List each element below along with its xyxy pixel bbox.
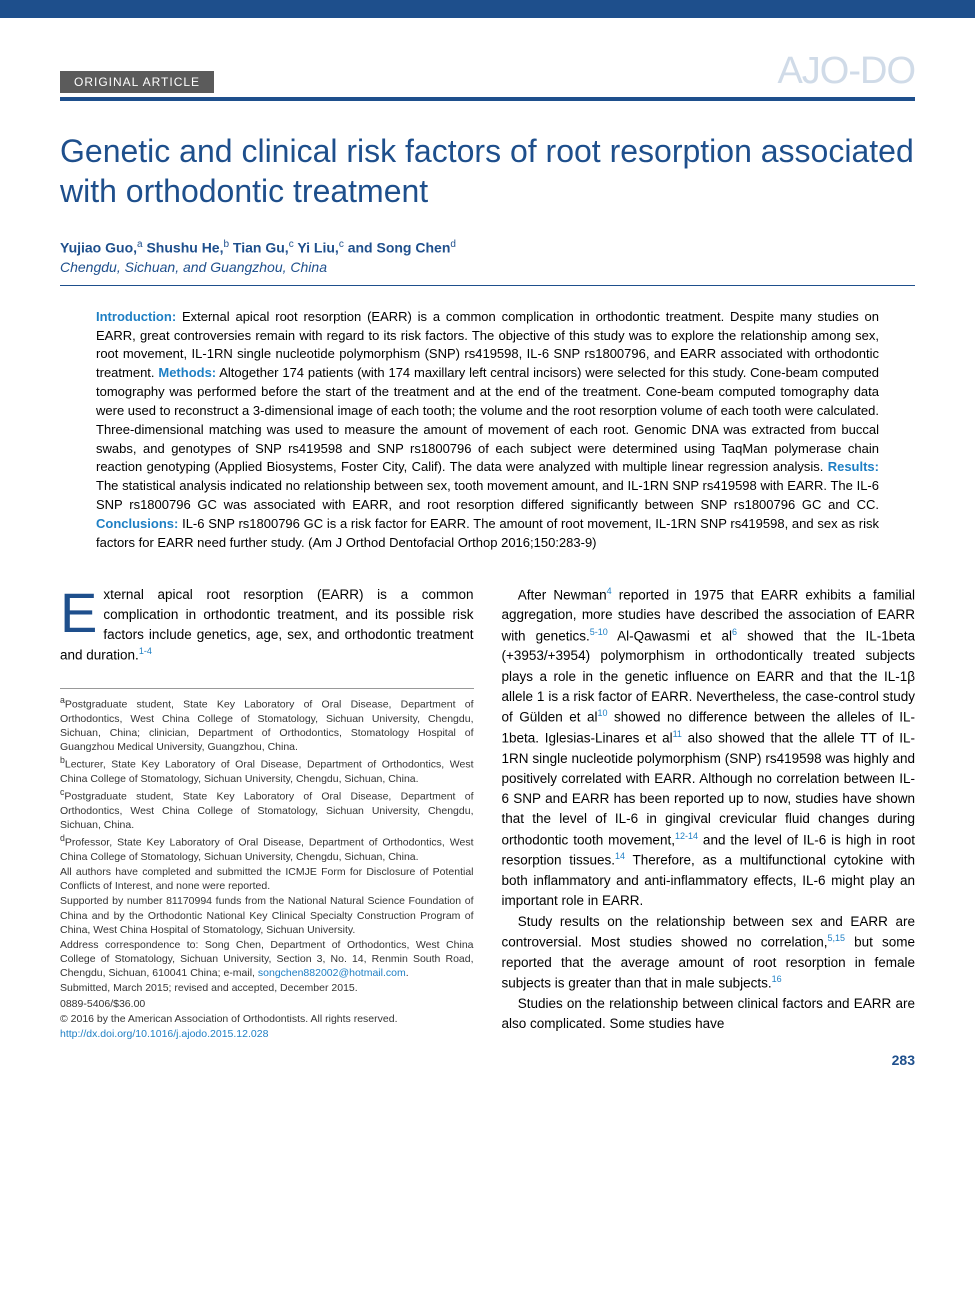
footnote-issn: 0889-5406/$36.00 <box>60 997 474 1011</box>
article-title: Genetic and clinical risk factors of roo… <box>60 131 915 211</box>
footnote-c: cPostgraduate student, State Key Laborat… <box>60 787 474 832</box>
footnote-b: bLecturer, State Key Laboratory of Oral … <box>60 755 474 786</box>
abstract-methods-label: Methods: <box>158 365 216 380</box>
body-paragraph-1: External apical root resorption (EARR) i… <box>60 585 474 667</box>
footnote-d: dProfessor, State Key Laboratory of Oral… <box>60 833 474 864</box>
body-paragraph-3: Study results on the relationship betwee… <box>502 912 916 994</box>
top-band <box>0 0 975 18</box>
body-p1-text: xternal apical root resorption (EARR) is… <box>60 587 474 663</box>
footnote-funding: Supported by number 81170994 funds from … <box>60 894 474 937</box>
footnote-a: aPostgraduate student, State Key Laborat… <box>60 695 474 754</box>
journal-logo: AJO-DO <box>777 50 915 93</box>
body-columns: External apical root resorption (EARR) i… <box>60 585 915 1042</box>
author-block: Yujiao Guo,a Shushu He,b Tian Gu,c Yi Li… <box>60 239 915 286</box>
correspondence-email-link[interactable]: songchen882002@hotmail.com <box>258 967 406 979</box>
dropcap: E <box>60 585 103 637</box>
affiliation-line: Chengdu, Sichuan, and Guangzhou, China <box>60 259 915 275</box>
footnote-correspondence: Address correspondence to: Song Chen, De… <box>60 938 474 981</box>
body-paragraph-4: Studies on the relationship between clin… <box>502 994 916 1035</box>
ref-sup[interactable]: 5-10 <box>590 627 608 637</box>
abstract-results-text: The statistical analysis indicated no re… <box>96 478 879 512</box>
footnotes: aPostgraduate student, State Key Laborat… <box>60 688 474 1041</box>
ref-sup[interactable]: 10 <box>597 708 607 718</box>
abstract-conclusions-text: IL-6 SNP rs1800796 GC is a risk factor f… <box>96 516 879 550</box>
abstract-intro-label: Introduction: <box>96 309 176 324</box>
left-column: External apical root resorption (EARR) i… <box>60 585 474 1042</box>
page-number: 283 <box>60 1052 915 1068</box>
ref-sup[interactable]: 1-4 <box>139 646 152 656</box>
abstract-results-label: Results: <box>828 459 879 474</box>
header-row: ORIGINAL ARTICLE AJO-DO <box>60 50 915 101</box>
doi-link[interactable]: http://dx.doi.org/10.1016/j.ajodo.2015.1… <box>60 1028 268 1040</box>
article-type-badge: ORIGINAL ARTICLE <box>60 71 214 93</box>
authors: Yujiao Guo,a Shushu He,b Tian Gu,c Yi Li… <box>60 239 915 256</box>
body-paragraph-2: After Newman4 reported in 1975 that EARR… <box>502 585 916 912</box>
footnote-coi: All authors have completed and submitted… <box>60 865 474 893</box>
footnote-doi: http://dx.doi.org/10.1016/j.ajodo.2015.1… <box>60 1027 474 1041</box>
footnote-copyright: © 2016 by the American Association of Or… <box>60 1012 474 1026</box>
ref-sup[interactable]: 16 <box>772 974 782 984</box>
ref-sup[interactable]: 5,15 <box>828 933 846 943</box>
ref-sup[interactable]: 14 <box>615 851 625 861</box>
ref-sup[interactable]: 12-14 <box>675 831 698 841</box>
footnote-submitted: Submitted, March 2015; revised and accep… <box>60 981 474 995</box>
right-column: After Newman4 reported in 1975 that EARR… <box>502 585 916 1042</box>
ref-sup[interactable]: 11 <box>673 729 682 739</box>
abstract-methods-text: Altogether 174 patients (with 174 maxill… <box>96 365 879 474</box>
abstract-conclusions-label: Conclusions: <box>96 516 178 531</box>
abstract: Introduction: External apical root resor… <box>96 308 879 553</box>
